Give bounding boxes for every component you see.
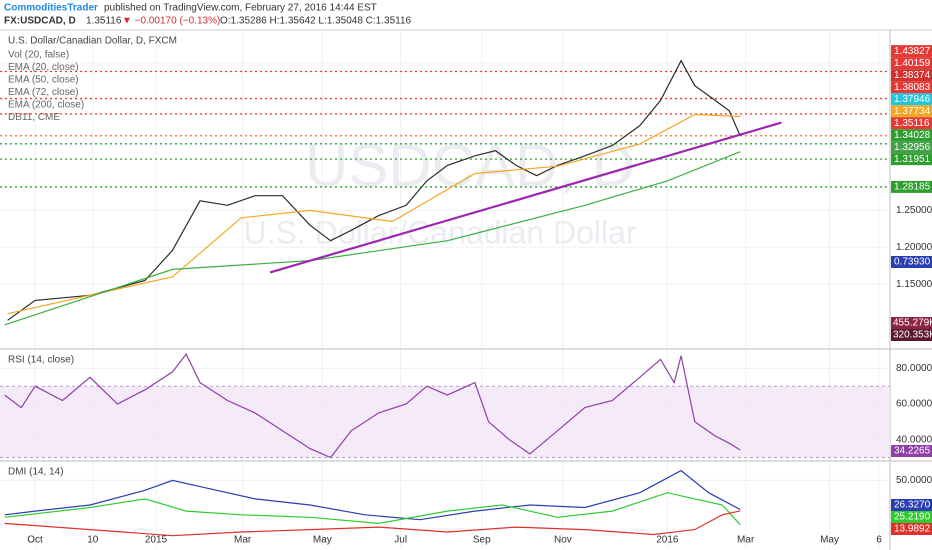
x-tick-label: 6 [876,535,882,546]
overlay-label-bg [891,256,932,268]
price-label: 1.28185 [894,182,931,193]
price-label-bg [891,180,932,193]
legend-entry: EMA (200, close) [8,100,84,111]
price-label: 1.38083 [894,82,931,93]
volume-label-bg [891,317,932,329]
price-label-bg [891,117,932,130]
price-label-bg [891,45,932,58]
volume-label-bg [891,329,932,341]
last-label: 25.2190 [894,512,931,523]
x-tick-label: Oct [27,535,43,546]
price-label: 1.38374 [894,70,931,81]
price-label-bg [891,105,932,118]
series-line [7,113,741,315]
ohlc: O:1.35286 H:1.35642 L:1.35048 C:1.35116 [220,16,412,27]
x-tick-label: Jul [394,535,407,546]
y-tick-label: 40.0000 [896,434,932,445]
overlay-label: 0.73930 [894,257,931,268]
y-tick-label: 50.0000 [896,475,932,486]
price-label: 1.34028 [894,130,931,141]
y-tick-label: 1.20000 [896,242,932,253]
pane-title: DMI (14, 14) [8,467,64,478]
x-tick-label: 2015 [145,535,168,546]
price-label: 1.40159 [894,58,931,69]
price-label: 1.32956 [894,142,931,153]
last-label-bg [891,511,932,523]
last-price: 1.35116 [86,16,122,27]
price-label-bg [891,141,932,154]
x-tick-label: Mar [234,535,252,546]
x-tick-label: 10 [87,535,99,546]
published: published on TradingView.com, February 2… [104,3,377,14]
series-line [4,151,741,326]
y-tick-label: 80.0000 [896,363,932,374]
legend-entry: EMA (20, close) [8,62,79,73]
legend-entry: DB11, CME [8,112,60,123]
series-line [7,59,741,321]
volume-label: 455.279K [893,318,932,329]
last-label-bg [891,499,932,511]
series-line [4,352,741,459]
last-label: 34.2265 [894,446,931,457]
x-tick-label: Nov [554,535,572,546]
legend-entry: Vol (20, false) [8,50,69,61]
change: ▼ −0.00170 (−0.13%) [122,16,220,27]
watermark-sub: U.S. Dollar/Canadian Dollar [243,214,636,250]
last-label: 13.9892 [894,524,931,535]
y-tick-label: 1.25000 [896,205,932,216]
last-label: 26.3270 [894,500,931,511]
price-label-bg [891,153,932,166]
last-label-bg [891,445,932,457]
price-label-bg [891,93,932,106]
watermark: USDCAD, D [305,132,635,199]
price-label: 1.43827 [894,46,931,57]
pane-title: U.S. Dollar/Canadian Dollar, D, FXCM [8,36,177,47]
rsi-band [0,386,890,458]
volume-label: 320.353K [893,330,932,341]
price-label: 1.31951 [894,154,931,165]
symbol: FX:USDCAD, D [4,16,76,27]
price-label-bg [891,57,932,70]
pane-title: RSI (14, close) [8,355,74,366]
price-label-bg [891,81,932,94]
series-line [4,469,741,521]
price-label: 1.35116 [894,118,930,129]
y-tick-label: 1.15000 [896,279,932,290]
legend-entry: EMA (72, close) [8,87,79,98]
series-line [269,121,782,274]
x-tick-label: Mar [737,535,755,546]
x-tick-label: 2016 [656,535,679,546]
author[interactable]: CommoditiesTrader [4,3,98,14]
price-label: 1.37734 [894,106,931,117]
y-tick-label: 60.0000 [896,399,932,410]
price-label-bg [891,69,932,82]
x-tick-label: May [313,535,332,546]
series-line [4,510,741,537]
last-label-bg [891,523,932,535]
x-tick-label: May [820,535,839,546]
series-line [4,492,741,526]
price-label: 1.37946 [894,94,931,105]
price-label-bg [891,129,932,142]
legend-entry: EMA (50, close) [8,75,79,86]
x-tick-label: Sep [473,535,491,546]
